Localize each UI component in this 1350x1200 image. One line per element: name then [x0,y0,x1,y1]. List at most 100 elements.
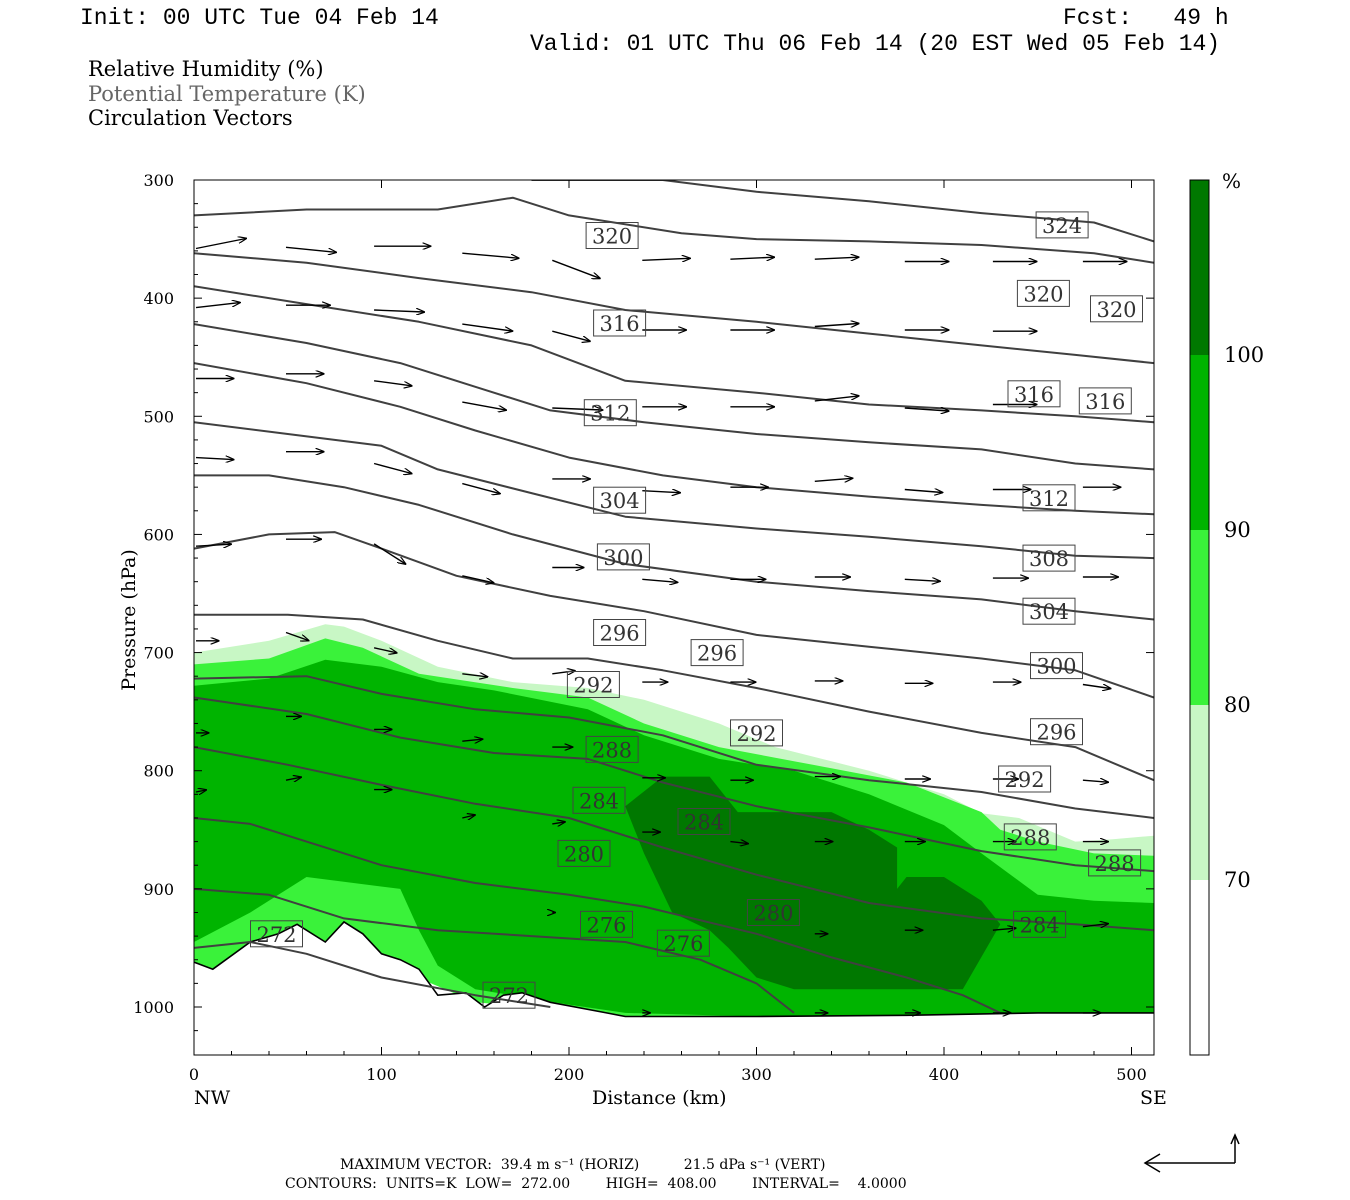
theta-contour-316 [194,323,1154,471]
circulation-vector [730,842,748,844]
contour-label-box [580,910,633,938]
contour-label-text: 272 [256,923,296,947]
contour-label-text: 320 [1096,298,1136,322]
contour-label-box [593,309,647,337]
contour-label-text: 316 [1085,390,1125,414]
axes: 300 400 500 600 700 800 900 1000 0 100 200 300 400 50… [133,171,1154,1084]
contour-label-text: 312 [1029,487,1069,511]
theta-contour-284 [194,746,1154,932]
contour-label-box [557,839,611,867]
contour-label-text: 324 [1042,214,1082,238]
contour-label-box [1035,211,1089,239]
theta-contour-316 [194,285,1154,424]
contour-label: 284 [572,786,626,814]
circulation-vector [373,543,405,564]
theta-contour-320 [194,196,1154,264]
contour-label-box [656,929,710,957]
theta-contour-272 [194,941,551,1008]
x-tick-label: 200 [554,1065,585,1084]
reference-vector [1143,1133,1240,1173]
terrain-line [194,920,1154,1018]
x-axis-label: Distance (km) [592,1087,727,1109]
theta-contour-320 [194,252,1154,365]
legend-theta: Potential Temperature (K) [88,82,366,106]
circulation-vector [285,777,301,780]
contour-label-text: 272 [489,984,529,1008]
circulation-vector [552,330,590,341]
colorbar-frame [1189,179,1210,1056]
contour-label: 312 [583,399,637,427]
circulation-vector [642,258,690,260]
contour-label: 320 [1016,279,1070,307]
contour-label: 312 [1022,484,1076,512]
contour-label: 300 [596,543,650,571]
contour-label-text: 300 [1036,655,1076,679]
contour-label-text: 296 [1036,721,1076,745]
contour-label-text: 276 [663,932,703,956]
colorbar-segment-90 [1190,355,1209,530]
reference-vector-vertical-head [1230,1133,1240,1145]
theta-contour-276 [194,887,795,1014]
x-tick-label: 300 [741,1065,772,1084]
contour-label: 276 [656,929,710,957]
contour-label: 288 [1088,849,1142,877]
circulation-vector [462,575,493,583]
legend-vectors: Circulation Vectors [88,106,293,130]
contour-label-box [1078,387,1132,415]
contour-label-text: 316 [1014,383,1054,407]
contour-label-text: 312 [590,402,630,426]
circulation-vector [195,790,206,792]
contour-label-text: 320 [592,225,632,249]
contour-label-box [1003,823,1057,851]
contour-label-box [1088,849,1142,877]
circulation-vector [462,674,487,677]
plot-frame [193,179,1155,1056]
contour-label: 304 [1022,597,1076,625]
circulation-vector [285,631,309,641]
contour-label-text: 296 [697,642,737,666]
terrain-fill [194,921,1154,1055]
circulation-vector [814,396,859,402]
circulation-vector [1082,924,1108,927]
contour-label-box [1030,652,1083,680]
circulation-vector [1082,683,1111,689]
contour-label-box [596,543,650,571]
contour-label-text: 316 [600,312,640,336]
contour-label-box [730,719,783,747]
contour-label-text: 320 [1023,282,1063,306]
contour-label-box [677,808,731,835]
contour-label: 292 [730,719,783,747]
contour-label-box [585,222,639,249]
contour-label: 276 [580,910,633,938]
x-tick-label: 100 [366,1065,397,1084]
contour-label: 284 [677,808,731,835]
colorbar-label: 80 [1224,693,1251,717]
y-tick-label: 700 [143,644,174,663]
theta-contour-300 [194,531,1154,699]
contour-label-box [593,619,647,646]
colorbar-segment-below-70 [1190,880,1209,1055]
circulation-vector [195,303,240,309]
circulation-vector [373,462,412,474]
y-tick-label: 1000 [133,998,174,1017]
contour-label-text: 288 [1095,852,1135,876]
x-tick-label: 400 [929,1065,960,1084]
circulation-vector [904,579,940,581]
contour-label-text: 276 [586,913,626,937]
contour-label-text: 280 [564,842,604,866]
contour-label-text: 280 [753,902,793,926]
contour-label-text: 284 [579,789,619,813]
contour-label: 296 [593,619,647,646]
contour-label: 300 [1030,652,1083,680]
contour-label-text: 292 [736,722,776,746]
circulation-vector [814,324,859,327]
x-tick-label: 0 [189,1065,199,1084]
colorbar-segment-80 [1190,530,1209,705]
contour-label: 324 [1035,211,1089,239]
theta-contour-304 [194,474,1154,621]
contour-label-box [998,765,1052,793]
circulation-vector [462,401,506,410]
contour-label: 292 [566,671,620,698]
contour-label-text: 304 [600,489,640,513]
contour-label-text: 288 [1010,826,1050,850]
